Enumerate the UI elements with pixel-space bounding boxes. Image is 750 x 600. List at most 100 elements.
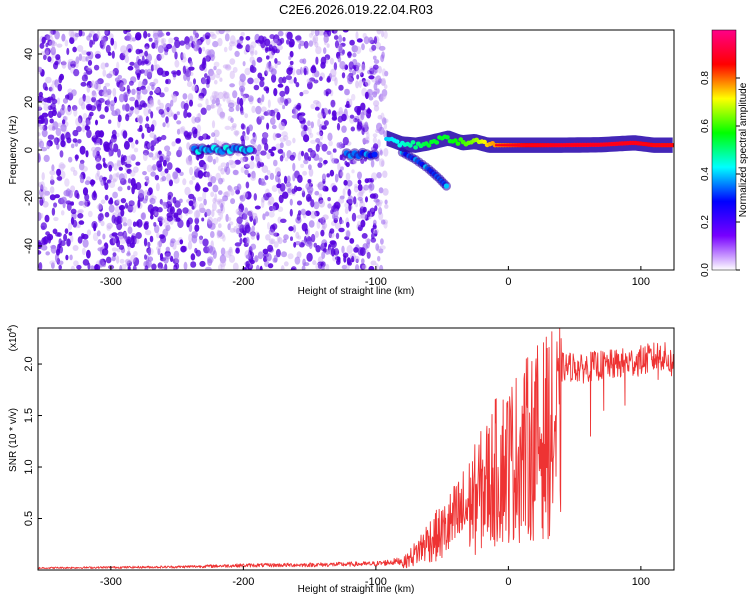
noise-speckle <box>338 197 345 204</box>
noise-speckle <box>251 105 256 114</box>
noise-speckle <box>277 237 283 245</box>
noise-speckle <box>326 150 332 155</box>
noise-speckle <box>313 79 319 84</box>
noise-speckle <box>361 258 365 264</box>
noise-speckle <box>247 173 251 178</box>
noise-speckle <box>95 172 100 181</box>
noise-speckle <box>318 218 324 223</box>
noise-speckle <box>219 254 227 264</box>
noise-speckle <box>53 216 59 222</box>
noise-speckle <box>144 50 149 57</box>
noise-speckle <box>147 246 152 256</box>
noise-speckle <box>165 116 169 124</box>
noise-speckle <box>49 194 56 201</box>
noise-speckle <box>245 191 252 200</box>
noise-speckle <box>165 31 171 36</box>
noise-speckle <box>125 163 132 168</box>
noise-speckle <box>220 162 227 167</box>
signal-track-core <box>445 135 450 140</box>
colorbar: 0.0 0.2 0.4 0.6 0.8 Normalized spectral ampl… <box>700 29 749 277</box>
noise-speckle <box>307 179 312 184</box>
noise-speckle <box>178 146 183 155</box>
noise-speckle <box>256 232 260 241</box>
noise-speckle <box>242 93 250 99</box>
noise-speckle <box>44 47 50 55</box>
noise-speckle <box>61 104 65 111</box>
noise-speckle <box>297 235 302 240</box>
noise-speckle <box>308 32 313 38</box>
noise-speckle <box>372 228 379 234</box>
noise-speckle <box>51 207 56 216</box>
noise-speckle <box>146 68 153 78</box>
noise-speckle <box>298 115 304 121</box>
noise-speckle <box>69 254 73 261</box>
noise-speckle <box>50 244 56 249</box>
noise-speckle <box>99 130 104 138</box>
noise-speckle <box>275 174 280 183</box>
noise-speckle <box>333 215 339 220</box>
noise-speckle <box>62 97 69 104</box>
noise-speckle <box>307 81 313 90</box>
noise-speckle <box>261 199 265 209</box>
noise-speckle <box>239 73 246 83</box>
noise-speckle <box>375 76 379 82</box>
noise-speckle <box>213 66 217 71</box>
noise-speckle <box>72 46 77 53</box>
noise-speckle <box>292 137 296 144</box>
noise-speckle <box>149 197 156 205</box>
noise-speckle <box>379 264 384 270</box>
noise-speckle <box>90 179 95 187</box>
noise-speckle <box>121 263 127 270</box>
noise-speckle <box>254 205 261 210</box>
noise-speckle <box>116 61 120 70</box>
noise-speckle <box>164 70 170 76</box>
spectrogram-noise-region <box>38 30 389 270</box>
spectrogram-x-tick-label: -300 <box>100 276 122 288</box>
noise-speckle <box>250 243 257 250</box>
noise-speckle <box>84 180 90 186</box>
noise-speckle <box>134 106 140 115</box>
noise-speckle <box>296 102 301 111</box>
noise-speckle <box>165 102 172 112</box>
noise-speckle <box>164 145 171 152</box>
noise-speckle <box>61 104 66 114</box>
noise-speckle <box>109 197 113 204</box>
noise-speckle <box>112 87 117 97</box>
noise-speckle <box>114 77 120 83</box>
noise-speckle <box>363 184 369 191</box>
noise-speckle <box>130 177 136 187</box>
noise-speckle <box>172 91 179 97</box>
noise-speckle <box>312 37 317 46</box>
spectrogram-y-tick-label: 0 <box>23 147 35 153</box>
noise-speckle <box>128 200 135 207</box>
noise-speckle <box>154 87 160 94</box>
noise-speckle <box>331 30 338 34</box>
noise-speckle <box>334 77 338 86</box>
noise-speckle <box>268 228 275 236</box>
noise-speckle <box>331 185 338 193</box>
noise-speckle <box>103 176 107 186</box>
noise-speckle <box>120 198 127 204</box>
noise-speckle <box>63 233 68 242</box>
noise-speckle <box>45 251 50 256</box>
colorbar-label: Normalized spectral amplitude <box>738 82 749 217</box>
noise-speckle <box>289 198 293 206</box>
noise-speckle <box>96 204 104 210</box>
noise-speckle <box>197 95 204 101</box>
noise-speckle <box>89 39 93 48</box>
noise-speckle <box>321 143 328 152</box>
noise-speckle <box>112 67 119 76</box>
noise-speckle <box>196 113 202 120</box>
snr-x-ticks: -300 -200 -100 0 100 <box>100 566 650 588</box>
noise-speckle <box>234 159 241 165</box>
noise-speckle <box>74 189 79 199</box>
noise-speckle <box>56 43 63 48</box>
noise-speckle <box>344 202 349 209</box>
noise-speckle <box>216 229 221 239</box>
noise-speckle <box>151 156 156 161</box>
noise-speckle <box>102 161 106 168</box>
noise-speckle <box>361 233 368 239</box>
noise-speckle <box>311 30 315 36</box>
spectrogram-y-tick-label: 40 <box>23 48 35 60</box>
noise-speckle <box>306 78 312 84</box>
